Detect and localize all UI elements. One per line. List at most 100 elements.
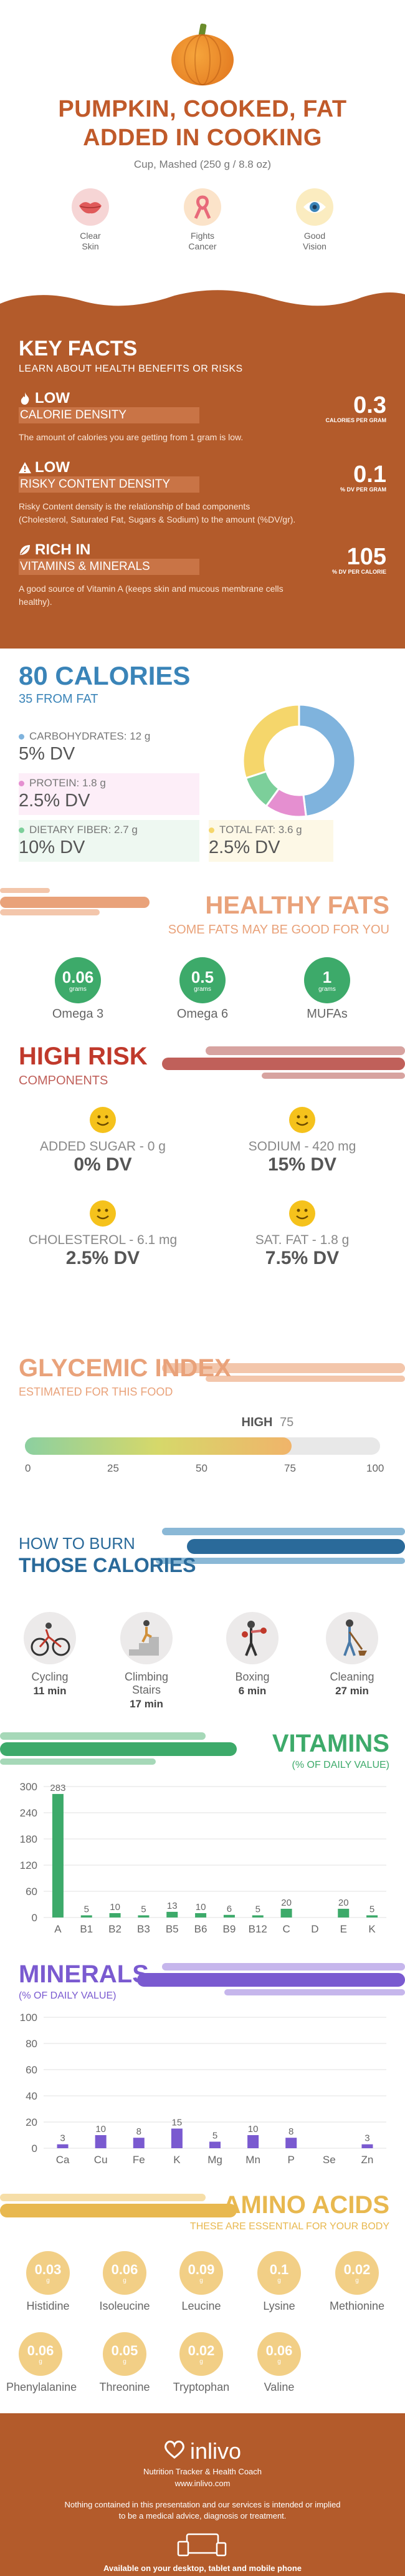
x-tick-label: B6 [194,1923,207,1935]
glycemic-tick: 25 [107,1462,119,1474]
serving-size: Cup, Mashed (250 g / 8.8 oz) [133,158,272,170]
bar-value-label: 20 [281,1898,292,1908]
minerals-section: MINERALS (% OF DAILY VALUE) 0 20 40 60 80 100… [0,1952,405,2183]
vitamins-stripe [0,1732,237,1765]
fats-stripe [0,888,150,915]
burn-title-line1: HOW TO BURN [19,1534,135,1553]
brand-url[interactable]: www.inlivo.com [174,2479,231,2488]
vitamins-section: VITAMINS (% OF DAILY VALUE) 0 60 120 180 240… [0,1721,405,1952]
bar-B6 [195,1913,207,1918]
bar-value-label: 5 [212,2131,217,2141]
calories-section: 80 CALORIES 35 FROM FAT CARBOHYDRATES: 1… [0,655,405,879]
bar-Ca [57,2144,69,2148]
burn-calories-section: HOW TO BURN THOSE CALORIES Cycling 11 mi… [0,1522,405,1721]
bar-value-label: 3 [60,2133,65,2144]
glycemic-bar-track [25,1437,380,1455]
risk-added-sugar: ADDED SUGAR - 0 g 0% DV [22,1107,184,1175]
bar-value-label: 10 [196,1902,206,1913]
amino-subtitle: THESE ARE ESSENTIAL FOR YOUR BODY [189,2221,389,2232]
bar-value-label: 5 [369,1904,374,1915]
disclaimer: Nothing contained in this presentation a… [64,2500,341,2521]
bar-value-label: 8 [136,2126,141,2137]
glycemic-tick: 75 [284,1462,296,1474]
x-tick-label: A [54,1923,62,1935]
glycemic-section: GLYCEMIC INDEX ESTIMATED FOR THIS FOOD H… [0,1347,405,1522]
benefits-row: Clear Skin Fights Cancer Good Vision [0,188,405,252]
x-tick-label: K [368,1923,376,1935]
stairs-icon [120,1612,173,1664]
heart-leaf-icon [164,2438,185,2464]
amino-threonine: 0.05 g Threonine [90,2332,159,2394]
bar-value-label: 20 [338,1898,349,1908]
bar-value-label: 10 [248,2124,259,2135]
macro-fiber: DIETARY FIBER: 2.7 g 10% DV [19,820,199,862]
glycemic-bar-fill [25,1437,292,1455]
benefit-clear-skin: Clear Skin [69,188,112,252]
benefit-fights-cancer: Fights Cancer [181,188,224,252]
smiley-icon [289,1200,315,1227]
glycemic-subtitle: ESTIMATED FOR THIS FOOD [19,1386,173,1398]
minerals-bar-chart: 0 20 40 60 80 100 3 Ca 10 Cu 8 Fe 15 K 5 Mg 10 Mn 8 P Se 3 Zn [20,2012,386,2166]
bar-value-label: 6 [227,1904,232,1914]
fact-risky-content: LOW RISKY CONTENT DENSITY 0.1 % DV PER G… [19,459,386,524]
bar-B9 [223,1914,235,1918]
fat-omega6: 0.5 grams Omega 6 [171,957,234,1021]
bar-Mg [209,2141,221,2148]
amino-methionine: 0.02 g Methionine [323,2251,391,2313]
healthy-fats-section: HEALTHY FATS SOME FATS MAY BE GOOD FOR Y… [0,879,405,1035]
glycemic-level-label: HIGH 75 [241,1416,294,1429]
glycemic-tick: 100 [366,1462,384,1474]
y-tick-label: 40 [26,2090,37,2102]
x-tick-label: Cu [94,2154,108,2166]
bar-value-label: 8 [288,2126,293,2137]
bar-value-label: 15 [172,2118,183,2128]
bar-B1 [80,1915,92,1918]
high-risk-section: HIGH RISK COMPONENTS ADDED SUGAR - 0 g 0… [0,1035,405,1347]
donut-slice-fat [242,703,300,779]
pumpkin-illustration [168,19,237,87]
amino-tryptophan: 0.02 g Tryptophan [167,2332,236,2394]
calories-subtitle: 35 FROM FAT [19,692,98,706]
x-tick-label: Zn [361,2154,374,2166]
bar-value-label: 5 [255,1904,260,1915]
glycemic-ticks: 0 25 50 75 100 [25,1462,384,1477]
lips-icon [72,188,109,226]
bar-E [338,1909,350,1918]
activity-boxing: Boxing 6 min [218,1612,287,1697]
y-tick-label: 100 [20,2012,37,2024]
y-tick-label: 120 [20,1860,37,1871]
brand-logo[interactable]: inlivo [0,2438,405,2464]
donut-slice-carbs [298,703,356,818]
amino-phenylalanine: 0.06 g Phenylalanine [6,2332,77,2394]
y-tick-label: 20 [26,2116,37,2128]
glycemic-tick: 0 [25,1462,31,1474]
bar-value-label: 3 [364,2133,369,2144]
x-tick-label: C [282,1923,290,1935]
bar-value-label: 5 [84,1904,89,1915]
activity-cleaning: Cleaning 27 min [318,1612,386,1697]
activity-climbing-stairs: Climbing Stairs 17 min [112,1612,181,1710]
fact-calorie-density: LOW CALORIE DENSITY 0.3 CALORIES PER GRA… [19,390,386,442]
amino-title: AMINO ACIDS [222,2191,389,2219]
calorie-donut-chart [242,703,356,818]
key-facts-section: KEY FACTS LEARN ABOUT HEALTH BENEFITS OR… [0,312,405,649]
x-tick-label: B2 [108,1923,122,1935]
smiley-icon [289,1107,315,1133]
bar-A [52,1793,64,1918]
amino-leucine: 0.09 g Leucine [167,2251,236,2313]
bar-B2 [109,1913,121,1918]
benefit-good-vision: Good Vision [293,188,336,252]
wave-divider [0,290,405,316]
bar-Zn [361,2144,373,2148]
fact-vitamins-minerals: RICH IN VITAMINS & MINERALS 105 % DV PER… [19,541,386,607]
high-risk-subtitle: COMPONENTS [19,1074,108,1088]
glycemic-stripe [162,1363,405,1382]
glycemic-tick: 50 [196,1462,207,1474]
x-tick-label: E [340,1923,347,1935]
x-tick-label: B1 [80,1923,93,1935]
high-risk-title: HIGH RISK [19,1043,148,1070]
amino-valine: 0.06 g Valine [245,2332,313,2394]
ribbon-icon [184,188,221,226]
macro-protein: PROTEIN: 1.8 g 2.5% DV [19,773,199,815]
